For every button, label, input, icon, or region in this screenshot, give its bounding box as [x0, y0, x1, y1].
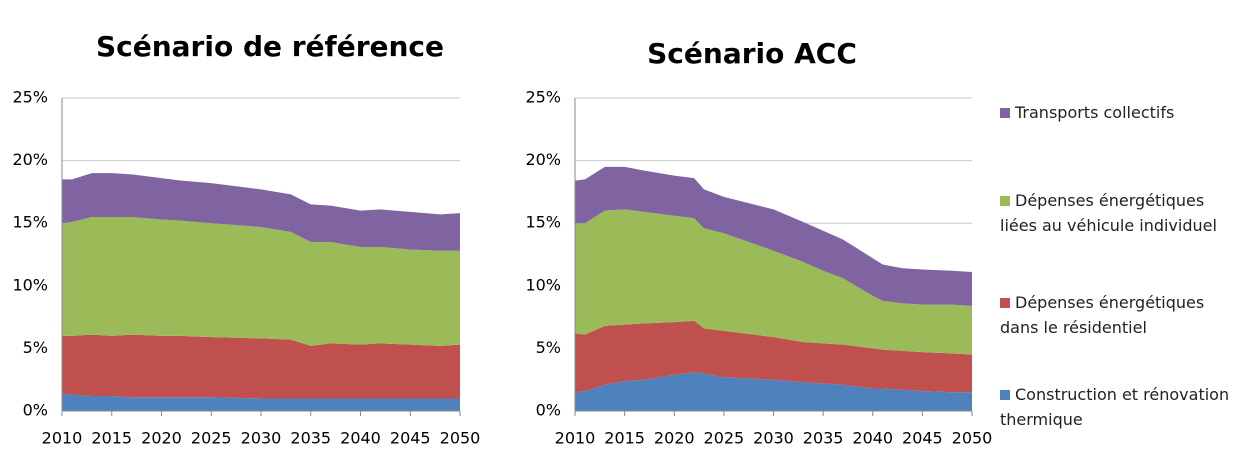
x-tick-label: 2025	[191, 429, 232, 448]
y-tick-label: 5%	[536, 338, 561, 357]
legend-entry: Transports collectifs	[1000, 100, 1240, 125]
y-tick-label: 15%	[525, 213, 561, 232]
legend-entry: Dépenses énergétiques liées au véhicule …	[1000, 188, 1240, 238]
chart-title: Scénario de référence	[96, 30, 444, 63]
area	[62, 216, 460, 346]
x-tick-label: 2035	[290, 429, 331, 448]
legend-swatch	[1000, 298, 1010, 308]
y-tick-label: 15%	[12, 213, 48, 232]
y-tick-label: 10%	[525, 275, 561, 294]
area	[62, 173, 460, 251]
y-tick-label: 25%	[12, 88, 48, 107]
legend-entry: Dépenses énergétiques dans le résidentie…	[1000, 290, 1240, 340]
legend-entry: Construction et rénovation thermique	[1000, 382, 1240, 432]
legend-label: Construction et rénovation thermique	[1000, 385, 1230, 429]
x-tick-label: 2020	[141, 429, 182, 448]
area	[575, 209, 972, 355]
area	[575, 320, 972, 393]
x-tick-label: 2010	[42, 429, 83, 448]
y-tick-label: 25%	[525, 88, 561, 107]
y-tick-label: 0%	[23, 401, 48, 420]
x-tick-label: 2015	[91, 429, 132, 448]
x-tick-label: 2050	[440, 429, 481, 448]
y-tick-label: 5%	[23, 338, 48, 357]
area	[575, 372, 972, 411]
x-tick-label: 2015	[604, 429, 645, 448]
legend-swatch	[1000, 108, 1010, 118]
x-tick-label: 2030	[241, 429, 282, 448]
y-tick-label: 10%	[12, 275, 48, 294]
legend-swatch	[1000, 196, 1010, 206]
area	[62, 334, 460, 399]
legend-label: Dépenses énergétiques liées au véhicule …	[1000, 191, 1217, 235]
area	[575, 166, 972, 306]
legend-swatch	[1000, 390, 1010, 400]
x-tick-label: 2025	[704, 429, 745, 448]
x-tick-label: 2045	[902, 429, 943, 448]
x-tick-label: 2020	[654, 429, 695, 448]
legend-label: Transports collectifs	[1015, 103, 1175, 122]
y-tick-label: 0%	[536, 401, 561, 420]
x-tick-label: 2040	[340, 429, 381, 448]
x-tick-label: 2045	[390, 429, 431, 448]
y-tick-label: 20%	[12, 150, 48, 169]
chart-title: Scénario ACC	[647, 37, 857, 70]
x-tick-label: 2040	[852, 429, 893, 448]
x-tick-label: 2050	[952, 429, 993, 448]
x-tick-label: 2010	[555, 429, 596, 448]
y-tick-label: 20%	[525, 150, 561, 169]
x-tick-label: 2035	[803, 429, 844, 448]
area	[62, 393, 460, 411]
x-tick-label: 2030	[753, 429, 794, 448]
legend-label: Dépenses énergétiques dans le résidentie…	[1000, 293, 1205, 337]
